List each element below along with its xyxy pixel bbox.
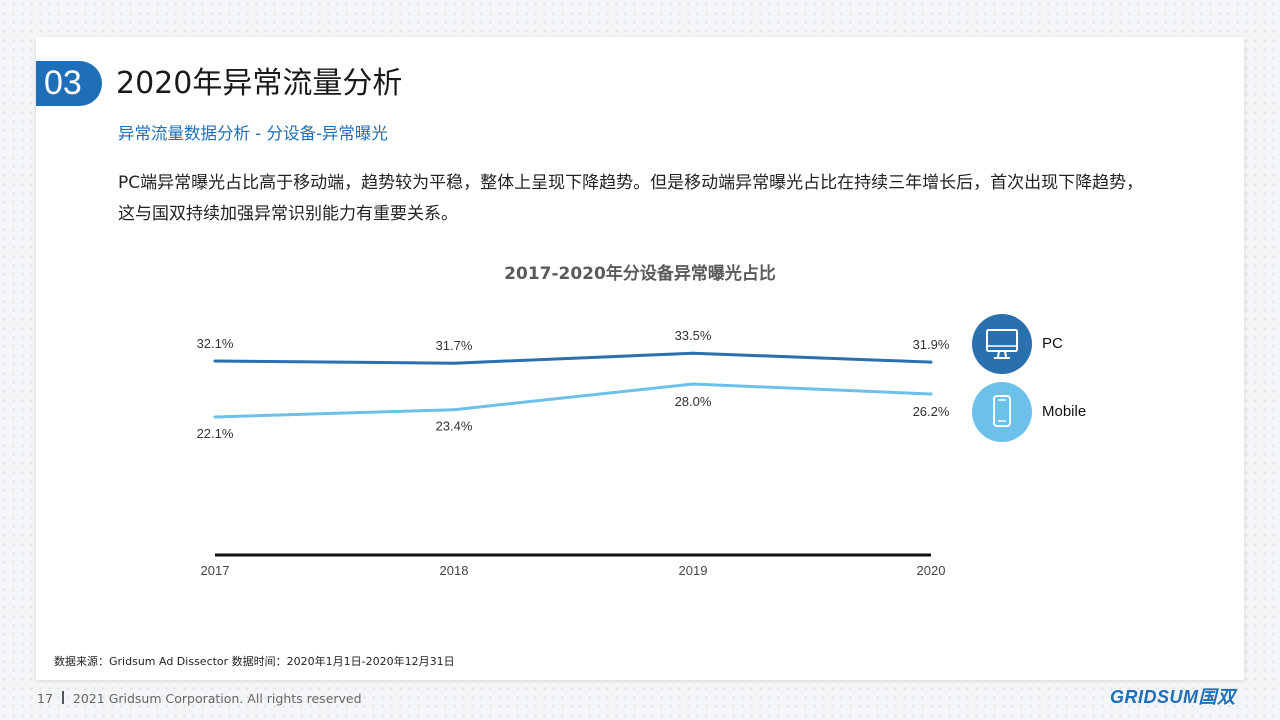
gridsum-logo: GRIDSUM国双: [1110, 687, 1236, 707]
data-point-mobile: [452, 408, 456, 412]
series-line-mobile: [214, 382, 932, 419]
data-label-mobile: 23.4%: [436, 419, 473, 434]
data-point-pc: [691, 351, 695, 355]
legend-item-mobile: Mobile: [972, 382, 1132, 442]
data-point-pc: [929, 360, 933, 364]
data-label-pc: 31.9%: [913, 337, 950, 352]
chart-title: 2017-2020年分设备异常曝光占比: [504, 264, 776, 284]
data-point-mobile: [929, 392, 933, 396]
mobile-phone-icon: [993, 395, 1011, 427]
data-point-mobile: [213, 415, 217, 419]
data-point-mobile: [691, 382, 695, 386]
x-tick-label: 2017: [201, 563, 230, 578]
x-tick-label: 2020: [917, 563, 946, 578]
data-label-mobile: 22.1%: [197, 426, 234, 441]
legend-item-pc: PC: [972, 314, 1132, 374]
page-subtitle: 异常流量数据分析 - 分设备-异常曝光: [118, 124, 388, 143]
legend-mobile-circle: [972, 382, 1032, 442]
data-label-pc: 33.5%: [675, 328, 712, 343]
x-tick-label: 2019: [679, 563, 708, 578]
data-label-pc: 31.7%: [436, 338, 473, 353]
legend-mobile-label: Mobile: [1042, 403, 1087, 420]
data-point-pc: [452, 361, 456, 365]
copyright-text: 2021 Gridsum Corporation. All rights res…: [72, 691, 362, 706]
description-text: PC端异常曝光占比高于移动端，趋势较为平稳，整体上呈现下降趋势。但是移动端异常曝…: [118, 173, 1144, 224]
data-source-note: 数据来源：Gridsum Ad Dissector 数据时间：2020年1月1日…: [54, 655, 455, 668]
series-line-pc: [214, 351, 932, 365]
x-tick-label: 2018: [440, 563, 469, 578]
section-number-badge: 03: [36, 61, 102, 106]
page-number: 17: [37, 691, 53, 706]
content-card: [36, 37, 1244, 680]
data-label-pc: 32.1%: [197, 336, 234, 351]
data-label-mobile: 28.0%: [675, 394, 712, 409]
legend-pc-circle: [972, 314, 1032, 374]
data-label-mobile: 26.2%: [913, 404, 950, 419]
data-point-pc: [213, 359, 217, 363]
monitor-icon: [986, 329, 1018, 359]
page-title: 2020年异常流量分析: [116, 66, 403, 101]
footer: 17 2021 Gridsum Corporation. All rights r…: [37, 690, 362, 708]
legend-pc-label: PC: [1042, 335, 1063, 352]
footer-divider: [61, 691, 64, 704]
